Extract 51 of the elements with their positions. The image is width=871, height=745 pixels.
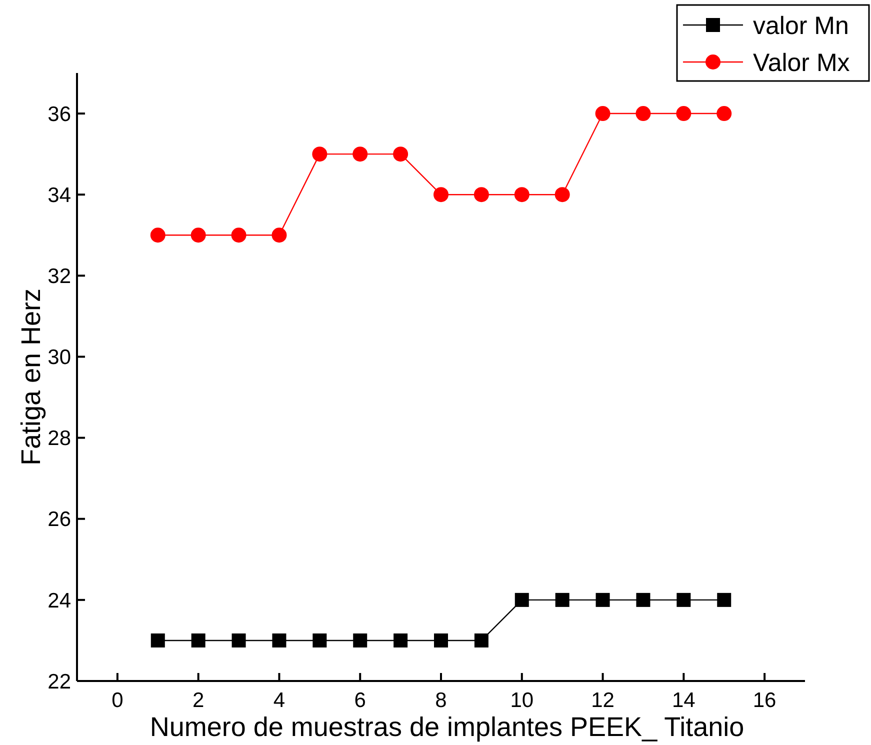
y-tick-label: 26 [48,508,71,532]
x-tick-label: 16 [752,689,776,712]
point [393,146,408,162]
x-tick-label: 10 [510,689,534,712]
legend-label: Valor Mx [753,48,850,77]
point [434,187,448,202]
point [676,592,691,607]
y-tick-label: 28 [48,427,71,450]
point [312,146,328,162]
x-tick-label: 6 [354,689,366,712]
point [434,633,448,648]
y-axis-title: Fatiga en Herz [16,288,46,466]
x-tick-label: 0 [112,689,124,712]
y-tick-label: 22 [48,670,71,694]
point [352,146,368,162]
x-tick-label: 2 [192,689,204,712]
x-tick-label: 8 [435,689,447,712]
legend-label: valor Mn [753,12,849,40]
y-tick-label: 36 [48,102,71,126]
point [596,592,610,607]
x-tick-label: 14 [672,689,696,712]
point [595,106,610,122]
point [676,106,692,122]
point [394,633,408,648]
point [717,592,732,607]
point [191,633,206,648]
point [636,592,650,607]
point [190,228,206,243]
x-axis-title: Numero de muestras de implantes PEEK_ Titanio [150,712,744,742]
point [555,592,570,607]
point [150,633,165,648]
point [514,187,530,202]
point [272,633,286,648]
point [636,106,651,122]
y-tick-label: 30 [48,346,71,370]
point [514,592,529,607]
point [474,633,488,648]
y-tick-label: 34 [48,184,72,207]
point [231,228,246,243]
point [150,228,166,243]
point [474,187,489,202]
point [716,106,732,122]
point [353,633,368,648]
x-tick-label: 12 [591,689,614,712]
x-tick-label: 4 [273,689,286,712]
point [232,633,246,648]
y-tick-label: 32 [48,265,71,288]
point [272,228,287,243]
y-tick-label: 24 [48,589,72,612]
point [312,633,327,648]
point [554,187,570,202]
